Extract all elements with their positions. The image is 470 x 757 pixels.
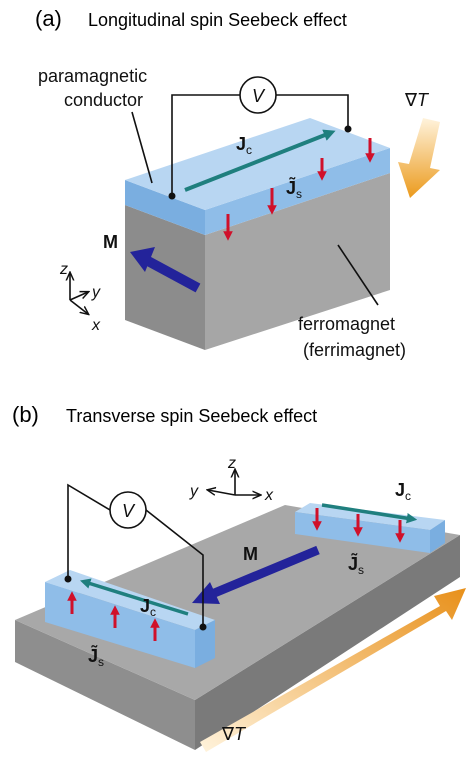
panel-a: (a) Longitudinal spin Seebeck effect V J… <box>35 6 440 360</box>
axis-z: z <box>227 455 236 472</box>
axis-y: y <box>91 284 101 301</box>
axes <box>208 470 260 495</box>
axis-y: y <box>189 483 199 500</box>
magnetization-label: M <box>103 232 118 252</box>
diagram: (a) Longitudinal spin Seebeck effect V J… <box>0 0 470 757</box>
gradient-arrow <box>398 118 440 198</box>
leader-line <box>132 112 152 183</box>
panel-title: Transverse spin Seebeck effect <box>66 406 317 426</box>
contact <box>65 576 72 583</box>
gradient-label: ∇T <box>404 90 430 110</box>
gradient-label: ∇T <box>221 724 247 744</box>
wire <box>68 485 110 578</box>
charge-current-label: Jc <box>236 134 252 157</box>
panel-label: (a) <box>35 6 62 31</box>
voltmeter-label: V <box>252 86 266 106</box>
contact <box>345 126 352 133</box>
axes <box>70 273 88 314</box>
charge-current-label: Jc <box>395 480 411 503</box>
panel-title: Longitudinal spin Seebeck effect <box>88 10 347 30</box>
contact <box>169 193 176 200</box>
ferromagnet-label: (ferrimagnet) <box>303 340 406 360</box>
conductor-label: paramagnetic <box>38 66 147 86</box>
ferromagnet-label: ferromagnet <box>298 314 395 334</box>
contact <box>200 624 207 631</box>
axis-z: z <box>59 261 68 278</box>
conductor-label: conductor <box>64 90 143 110</box>
magnetization-label: M <box>243 544 258 564</box>
panel-label: (b) <box>12 402 39 427</box>
axis-x: x <box>91 317 101 334</box>
panel-b: (b) Transverse spin Seebeck effect Jc J̃… <box>12 402 466 752</box>
axis-x: x <box>264 487 274 504</box>
voltmeter-label: V <box>122 501 136 521</box>
